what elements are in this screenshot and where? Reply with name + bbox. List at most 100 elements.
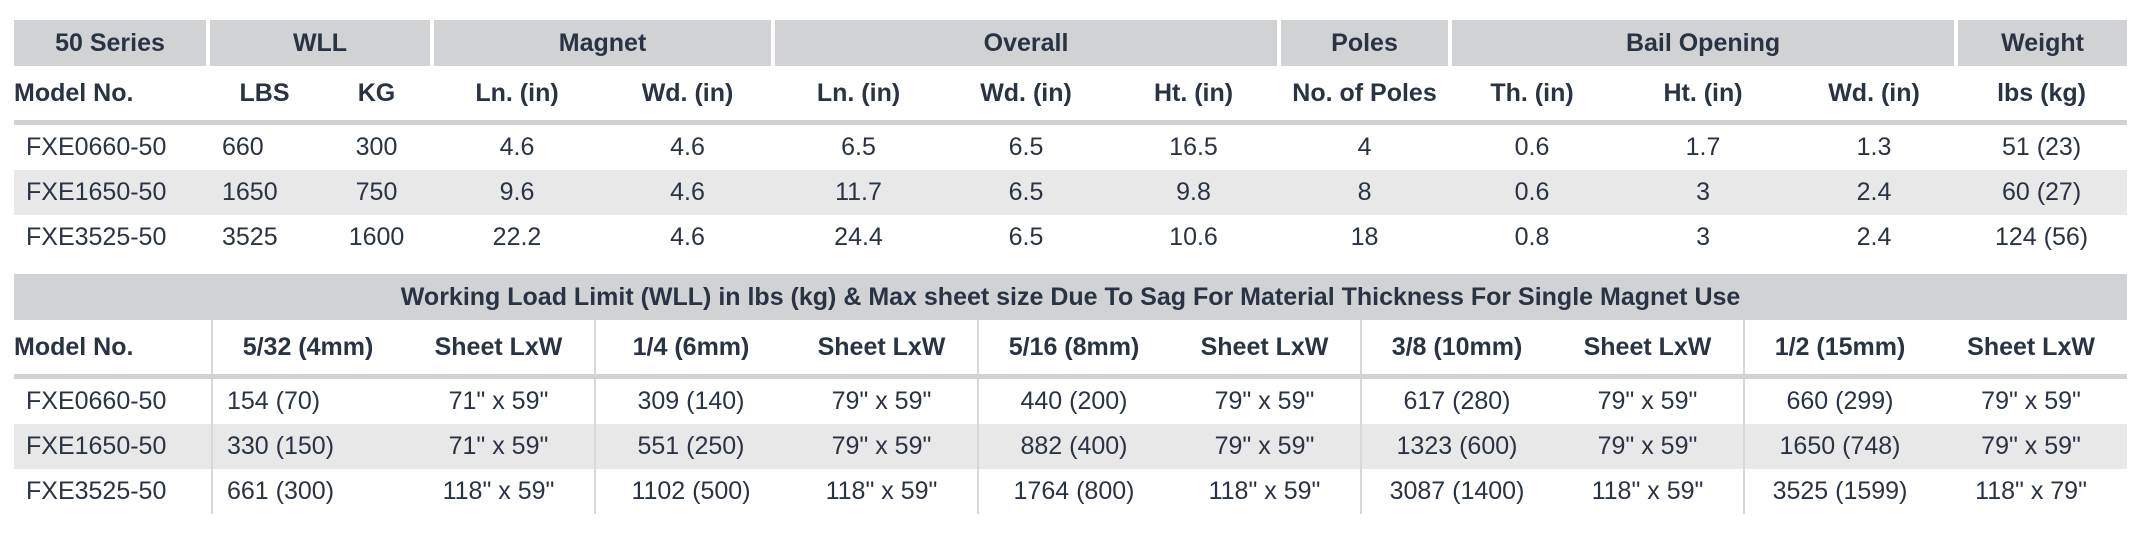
table-cell: 79" x 59" [1552,424,1744,469]
group-header: Bail Opening [1448,20,1957,66]
table-cell: 6.5 [944,170,1109,215]
model-cell: FXE1650-50 [14,424,212,469]
table-cell: 60 (27) [1956,170,2128,215]
table-cell: 3 [1696,223,1710,251]
column-header: lbs (kg) [1956,66,2128,125]
wll-title-row: Working Load Limit (WLL) in lbs (kg) & M… [14,274,2128,320]
table-cell: 551 (250) [594,424,786,469]
column-header: Ln. (in) [773,66,945,125]
model-cell: FXE3525-50 [26,477,167,505]
table-cell: 1764 (800) [977,469,1169,514]
column-header: Sheet LxW [786,320,978,379]
column-header: Ht. (in) [1614,66,1793,125]
group-header: Magnet [430,20,774,66]
table-cell: 617 (280) [1360,376,1552,424]
model-cell: FXE3525-50 [26,223,167,251]
table-cell: 124 (56) [1994,223,2089,251]
table-cell: 3525 [222,223,278,251]
table-cell: 309 (140) [594,376,786,424]
column-header: Ht. (in) [1108,66,1280,125]
table-cell: 118" x 59" [1208,477,1321,505]
table-cell: 3087 (1400) [1360,469,1552,514]
column-header: Sheet LxW [1552,320,1744,379]
table-cell: 9.8 [1108,170,1280,215]
group-header: Overall [771,20,1280,66]
table-cell: 0.8 [1514,223,1550,251]
table-cell: 118" x 79" [1975,477,2087,505]
table-cell: 79" x 59" [1935,424,2128,469]
table-row: FXE3525-50 661 (300) 118" x 59" 1102 (500) 1… [14,469,2127,514]
column-header: 1/4 (6mm) [594,320,786,379]
table-cell: 79" x 59" [1169,424,1361,469]
table-cell: 660 [222,133,264,161]
group-header: Weight [1954,20,2128,66]
column-header: 5/16 (8mm) [977,320,1169,379]
column-header: KG [321,66,433,125]
table-cell: 79" x 59" [831,387,932,415]
column-header: LBS [208,66,321,125]
table-cell: 79" x 59" [1981,387,2081,415]
table-cell: 440 (200) [977,376,1169,424]
column-header: Ln. (in) [432,66,603,125]
table-row: FXE3525-50 3525 1600 22.2 4.6 24.4 6.5 10.6 18 0.… [14,215,2127,260]
table-cell: 750 [321,170,433,215]
table-cell: 118" x 59" [1591,477,1704,505]
model-cell: FXE0660-50 [26,387,167,415]
column-header: Wd. (in) [944,66,1109,125]
table-cell: 4.6 [670,133,705,161]
table-cell: 118" x 59" [825,477,938,505]
column-header: Sheet LxW [403,320,595,379]
model-cell: FXE0660-50 [26,133,167,161]
table-cell: 8 [1279,170,1451,215]
group-header: Poles [1277,20,1451,66]
table-cell: 71" x 59" [403,424,595,469]
table-cell: 1102 (500) [594,469,786,514]
table-cell: 330 (150) [211,424,403,469]
column-header: Sheet LxW [1169,320,1361,379]
group-header: 50 Series [14,20,208,66]
table-cell: 79" x 59" [1597,387,1698,415]
table-cell: 1650 (748) [1743,424,1935,469]
table-cell: 1.3 [1856,133,1892,161]
column-header: Model No. [14,66,208,125]
table-cell: 6.5 [841,133,876,161]
table-cell: 6.5 [1008,133,1044,161]
table-cell: 6.5 [1008,223,1044,251]
table-cell: 11.7 [773,170,945,215]
table-cell: 1600 [348,223,405,251]
table-cell: 3 [1614,170,1793,215]
column-header: 1/2 (15mm) [1743,320,1935,379]
table-cell: 4.6 [499,133,535,161]
table-cell: 0.6 [1514,133,1550,161]
table-row: FXE0660-50 154 (70) 71" x 59" 309 (140) 79" … [14,376,2127,424]
table-cell: 1323 (600) [1360,424,1552,469]
column-header-row: Model No. LBS KG Ln. (in) Wd. (in) Ln. (in) Wd… [14,66,2128,125]
table-cell: 4 [1357,133,1372,161]
table-cell: 118" x 59" [442,477,555,505]
table-cell: 79" x 59" [1214,387,1315,415]
table-cell: 300 [355,133,398,161]
wll-table: Working Load Limit (WLL) in lbs (kg) & M… [14,274,2128,514]
table-cell: 1650 [208,170,321,215]
column-header: No. of Poles [1279,66,1451,125]
table-cell: 2.4 [1792,170,1957,215]
table-cell: 10.6 [1169,223,1218,251]
table-row: FXE0660-50 660 300 4.6 4.6 6.5 6.5 16.5 4 0.6 1.7 1… [14,123,2127,171]
table-cell: 16.5 [1169,133,1218,161]
column-header: 3/8 (10mm) [1360,320,1552,379]
table-cell: 22.2 [492,223,542,251]
group-header-row: 50 Series WLL Magnet Overall Poles Bail Openi… [14,20,2128,66]
group-header: WLL [205,20,433,66]
specifications-table: 50 Series WLL Magnet Overall Poles Bail Openi… [14,20,2128,260]
table-cell: 0.6 [1450,170,1615,215]
table-cell: 2.4 [1856,223,1892,251]
column-header: Th. (in) [1450,66,1615,125]
column-header: Wd. (in) [602,66,774,125]
model-cell: FXE1650-50 [14,170,208,215]
column-header: 5/32 (4mm) [211,320,403,379]
column-header-row: Model No. 5/32 (4mm) Sheet LxW 1/4 (6mm) She… [14,320,2128,379]
table-cell: 882 (400) [977,424,1169,469]
column-header: Wd. (in) [1792,66,1957,125]
table-cell: 661 (300) [211,469,403,514]
table-cell: 4.6 [602,170,774,215]
